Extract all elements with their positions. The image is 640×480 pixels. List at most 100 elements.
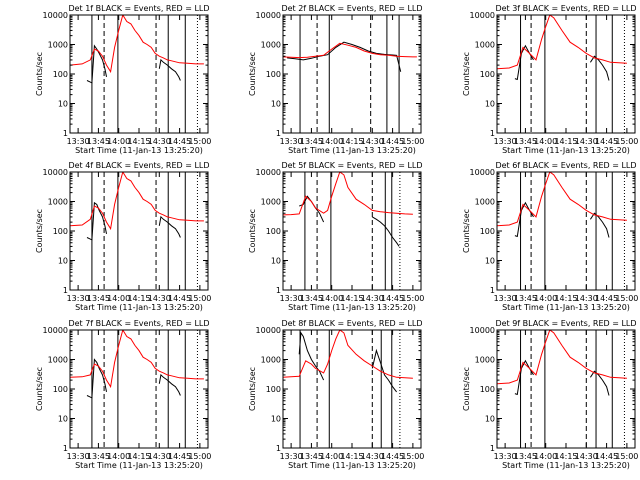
x-tick-label: 14:15	[340, 294, 363, 303]
detector-panel-6: Det 6f BLACK = Events, RED = LLD 1 10 100 10…	[462, 161, 638, 312]
y-tick-label: 10000	[470, 326, 495, 335]
panel-title: Det 4f BLACK = Events, RED = LLD	[68, 161, 209, 170]
series-lld-line	[497, 15, 627, 70]
x-axis-label: Start Time (11-Jan-13 13:25:20)	[502, 461, 630, 470]
y-tick-label: 1	[63, 129, 68, 138]
y-tick-label: 1	[490, 444, 495, 453]
y-tick-label: 1000	[261, 198, 281, 207]
series-events-line	[299, 195, 400, 247]
series-lld-line	[70, 330, 204, 389]
x-tick-label: 13:30	[280, 137, 303, 146]
x-tick-label: 15:00	[615, 137, 638, 146]
x-tick-label: 15:00	[401, 137, 424, 146]
plot-frame	[282, 14, 422, 134]
x-axis-label: Start Time (11-Jan-13 13:25:20)	[75, 146, 203, 155]
x-tick-label: 14:00	[320, 452, 343, 461]
x-axis-label: Start Time (11-Jan-13 13:25:20)	[502, 146, 630, 155]
x-tick-label: 14:45	[381, 294, 404, 303]
detector-panel-3: Det 3f BLACK = Events, RED = LLD 1 10 100 10…	[462, 4, 638, 155]
x-tick-label: 15:00	[615, 452, 638, 461]
y-tick-label: 100	[480, 385, 495, 394]
y-tick-label: 10	[58, 257, 68, 266]
x-tick-label: 14:45	[595, 137, 618, 146]
y-tick-label: 1	[63, 444, 68, 453]
x-tick-label: 14:45	[168, 452, 191, 461]
x-tick-label: 14:15	[127, 452, 150, 461]
detector-panel-1: Det 1f BLACK = Events, RED = LLD 1 10 100 10…	[35, 4, 211, 155]
x-tick-label: 14:30	[575, 294, 598, 303]
plot-frame	[69, 14, 209, 134]
y-tick-label: 1	[276, 129, 281, 138]
x-tick-label: 13:30	[67, 294, 90, 303]
series-events-line	[86, 201, 181, 241]
series-events-line	[514, 359, 610, 396]
y-axis-label: Counts/sec	[248, 367, 257, 411]
x-tick-label: 13:45	[300, 452, 323, 461]
x-tick-label: 14:15	[554, 452, 577, 461]
y-tick-label: 100	[53, 70, 68, 79]
detector-panel-8: Det 8f BLACK = Events, RED = LLD 1 10 100 10…	[248, 319, 424, 470]
x-tick-label: 14:45	[595, 294, 618, 303]
x-tick-label: 14:00	[107, 137, 130, 146]
y-tick-label: 10000	[256, 326, 281, 335]
x-tick-label: 13:45	[87, 452, 110, 461]
plot-frame	[282, 171, 422, 291]
x-tick-label: 15:00	[401, 452, 424, 461]
x-tick-label: 14:00	[534, 294, 557, 303]
plot-frame	[282, 329, 422, 449]
y-tick-label: 1	[276, 286, 281, 295]
y-tick-label: 10000	[256, 168, 281, 177]
y-tick-label: 10000	[470, 168, 495, 177]
plot-frame	[69, 171, 209, 291]
x-tick-label: 13:30	[67, 137, 90, 146]
x-tick-label: 14:45	[595, 452, 618, 461]
x-tick-label: 14:15	[127, 294, 150, 303]
x-tick-label: 14:30	[361, 452, 384, 461]
panel-title: Det 2f BLACK = Events, RED = LLD	[281, 4, 422, 13]
y-tick-label: 10	[271, 415, 281, 424]
x-tick-label: 14:00	[107, 294, 130, 303]
x-tick-label: 14:30	[575, 137, 598, 146]
x-tick-label: 13:30	[494, 137, 517, 146]
detector-panel-7: Det 7f BLACK = Events, RED = LLD 1 10 100 10…	[35, 319, 211, 470]
x-tick-label: 13:45	[514, 452, 537, 461]
series-events-line	[514, 44, 610, 81]
y-tick-label: 10	[271, 100, 281, 109]
x-axis-label: Start Time (11-Jan-13 13:25:20)	[75, 461, 203, 470]
y-tick-label: 10	[485, 257, 495, 266]
y-tick-label: 1000	[475, 41, 495, 50]
panel-title: Det 5f BLACK = Events, RED = LLD	[281, 161, 422, 170]
detector-panel-4: Det 4f BLACK = Events, RED = LLD 1 10 100 10…	[35, 161, 211, 312]
y-axis-label: Counts/sec	[35, 367, 44, 411]
panel-title: Det 1f BLACK = Events, RED = LLD	[68, 4, 209, 13]
series-events-line	[287, 41, 402, 72]
x-tick-label: 14:45	[381, 452, 404, 461]
y-tick-label: 100	[266, 385, 281, 394]
series-events-line	[514, 201, 610, 238]
x-tick-label: 13:30	[280, 294, 303, 303]
x-tick-label: 14:00	[534, 137, 557, 146]
x-tick-label: 15:00	[188, 137, 211, 146]
x-tick-label: 14:30	[148, 137, 171, 146]
series-lld-line	[70, 15, 204, 74]
x-tick-label: 13:45	[514, 294, 537, 303]
x-axis-label: Start Time (11-Jan-13 13:25:20)	[288, 146, 416, 155]
x-tick-label: 14:45	[168, 137, 191, 146]
x-axis-label: Start Time (11-Jan-13 13:25:20)	[288, 461, 416, 470]
y-tick-label: 1000	[475, 198, 495, 207]
y-tick-label: 1	[490, 129, 495, 138]
series-events-line	[298, 331, 397, 393]
y-axis-label: Counts/sec	[462, 52, 471, 96]
y-tick-label: 1000	[475, 356, 495, 365]
x-tick-label: 14:00	[320, 137, 343, 146]
panel-title: Det 7f BLACK = Events, RED = LLD	[68, 319, 209, 328]
y-tick-label: 100	[53, 385, 68, 394]
y-tick-label: 100	[266, 227, 281, 236]
x-tick-label: 15:00	[615, 294, 638, 303]
x-tick-label: 13:45	[300, 137, 323, 146]
y-tick-label: 10000	[43, 326, 68, 335]
y-tick-label: 1000	[48, 198, 68, 207]
series-lld-line	[70, 172, 204, 231]
panel-title: Det 8f BLACK = Events, RED = LLD	[281, 319, 422, 328]
